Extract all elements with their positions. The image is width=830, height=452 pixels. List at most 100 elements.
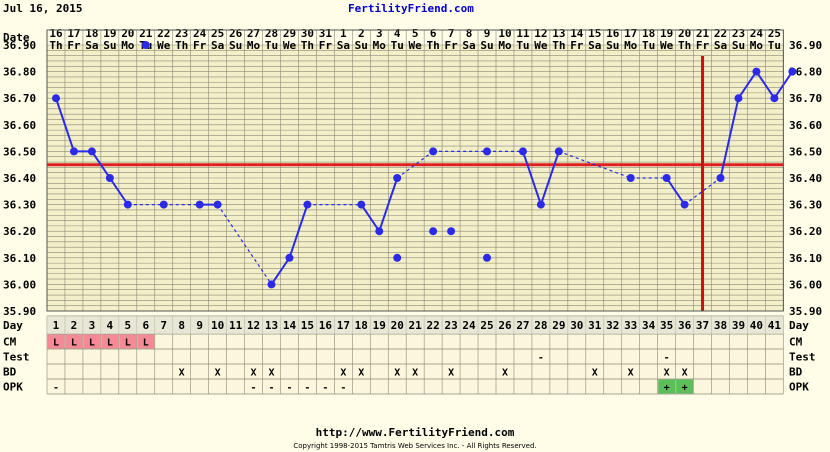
date-label: 6 [430,27,437,40]
cm-mark: L [143,338,149,349]
weekday-label: Sa [211,39,224,52]
bd-mark: X [592,368,598,379]
temp-line-dashed [558,150,631,179]
cycle-day-label: 20 [391,319,404,332]
footer-url[interactable]: http://www.FertilityFriend.com [315,426,515,439]
weekday-label: Su [229,39,242,52]
opk-positive-cell [658,379,676,394]
cycle-day-label: 19 [373,319,386,332]
temp-point [267,280,276,289]
cycle-day-label: 36 [678,319,692,332]
opk-mark: - [304,383,310,394]
weekday-label: Fr [444,39,458,52]
weekday-label: Sa [337,39,350,52]
weekday-label: Th [301,39,314,52]
weekday-label: We [660,39,674,52]
cycle-day-label: 6 [142,319,149,332]
opk-mark: - [286,383,292,394]
cycle-day-label: 18 [355,319,368,332]
bd-mark: X [215,368,221,379]
cycle-day-label: 21 [409,319,423,332]
cm-cell [137,334,155,349]
y-tick-label-right: 36.30 [789,199,822,212]
weekday-label: Th [49,39,62,52]
opk-mark: - [251,383,257,394]
temp-line-segment [360,204,381,232]
bd-mark: X [358,368,364,379]
test-row-label-right: Test [789,351,816,364]
cycle-day-label: 40 [750,319,763,332]
date-label: 4 [394,27,401,40]
y-tick-label-right: 36.60 [789,119,822,132]
weekday-label: Tu [391,39,404,52]
cycle-day-label: 34 [642,319,656,332]
temp-point [788,67,797,76]
opk-positive-cell [676,379,694,394]
weekday-label: Th [552,39,565,52]
bd-mark: X [268,368,274,379]
temp-point [518,147,527,156]
cm-cell [65,334,83,349]
opk-mark: + [682,383,688,394]
cycle-day-label: 2 [71,319,78,332]
bd-row-label-right: BD [789,366,803,379]
opk-mark: - [322,383,328,394]
temp-line-segment [270,257,291,285]
cm-cell [119,334,137,349]
cycle-day-label: 27 [516,319,529,332]
cm-mark: L [71,338,77,349]
temp-point [375,227,384,236]
cycle-day-label: 15 [301,319,314,332]
discarded-temp-point [483,253,492,262]
day-row-bg [47,316,784,334]
bd-mark: X [251,368,257,379]
cycle-day-label: 26 [498,319,512,332]
bd-mark: X [502,368,508,379]
cm-row-label: CM [3,336,17,349]
y-tick-label-right: 36.70 [789,92,822,105]
cycle-day-label: 5 [125,319,132,332]
temp-line-segment [665,177,686,206]
temp-line-segment [91,150,111,179]
cycle-day-label: 17 [337,319,350,332]
cycle-day-label: 16 [319,319,333,332]
y-tick-label: 36.80 [3,66,36,79]
cycle-day-label: 38 [714,319,727,332]
weekday-label: Fr [570,39,584,52]
temp-point [626,174,635,182]
bd-mark: X [682,368,688,379]
discarded-temp-point [429,227,438,236]
y-tick-label-right: 36.50 [789,145,822,158]
y-tick-label: 36.20 [3,225,36,238]
weekday-label: Tu [516,39,529,52]
test-mark: - [664,353,670,364]
y-tick-label: 36.90 [3,39,36,52]
opk-row-label-right: OPK [789,381,809,394]
y-tick-label: 36.10 [3,252,36,265]
opk-mark: + [664,383,670,394]
cycle-day-label: 23 [444,319,457,332]
temp-point [734,94,743,103]
temp-line-segment [521,151,542,205]
temp-point [213,200,222,209]
cycle-day-label: 22 [427,319,440,332]
cycle-day-label: 8 [178,319,185,332]
footer-copyright: Copyright 1998-2015 Tamtris Web Services… [293,442,537,450]
cm-cell [101,334,119,349]
bd-mark: X [179,368,185,379]
y-tick-label: 36.30 [3,199,36,212]
y-tick-label: 36.60 [3,119,36,132]
date-label: 3 [376,27,383,40]
opk-mark: - [340,383,346,394]
weekday-label: Sa [462,39,475,52]
cycle-day-label: 4 [107,319,114,332]
site-name[interactable]: FertilityFriend.com [348,2,474,15]
bd-mark: X [628,368,634,379]
cycle-day-label: 29 [552,319,565,332]
chart-date: Jul 16, 2015 [3,2,83,15]
date-row-label: Date [3,31,30,44]
y-tick-label: 35.90 [3,305,36,318]
y-tick-label-right: 36.80 [789,66,822,79]
cycle-day-label: 25 [480,319,493,332]
cm-mark: L [107,338,113,349]
